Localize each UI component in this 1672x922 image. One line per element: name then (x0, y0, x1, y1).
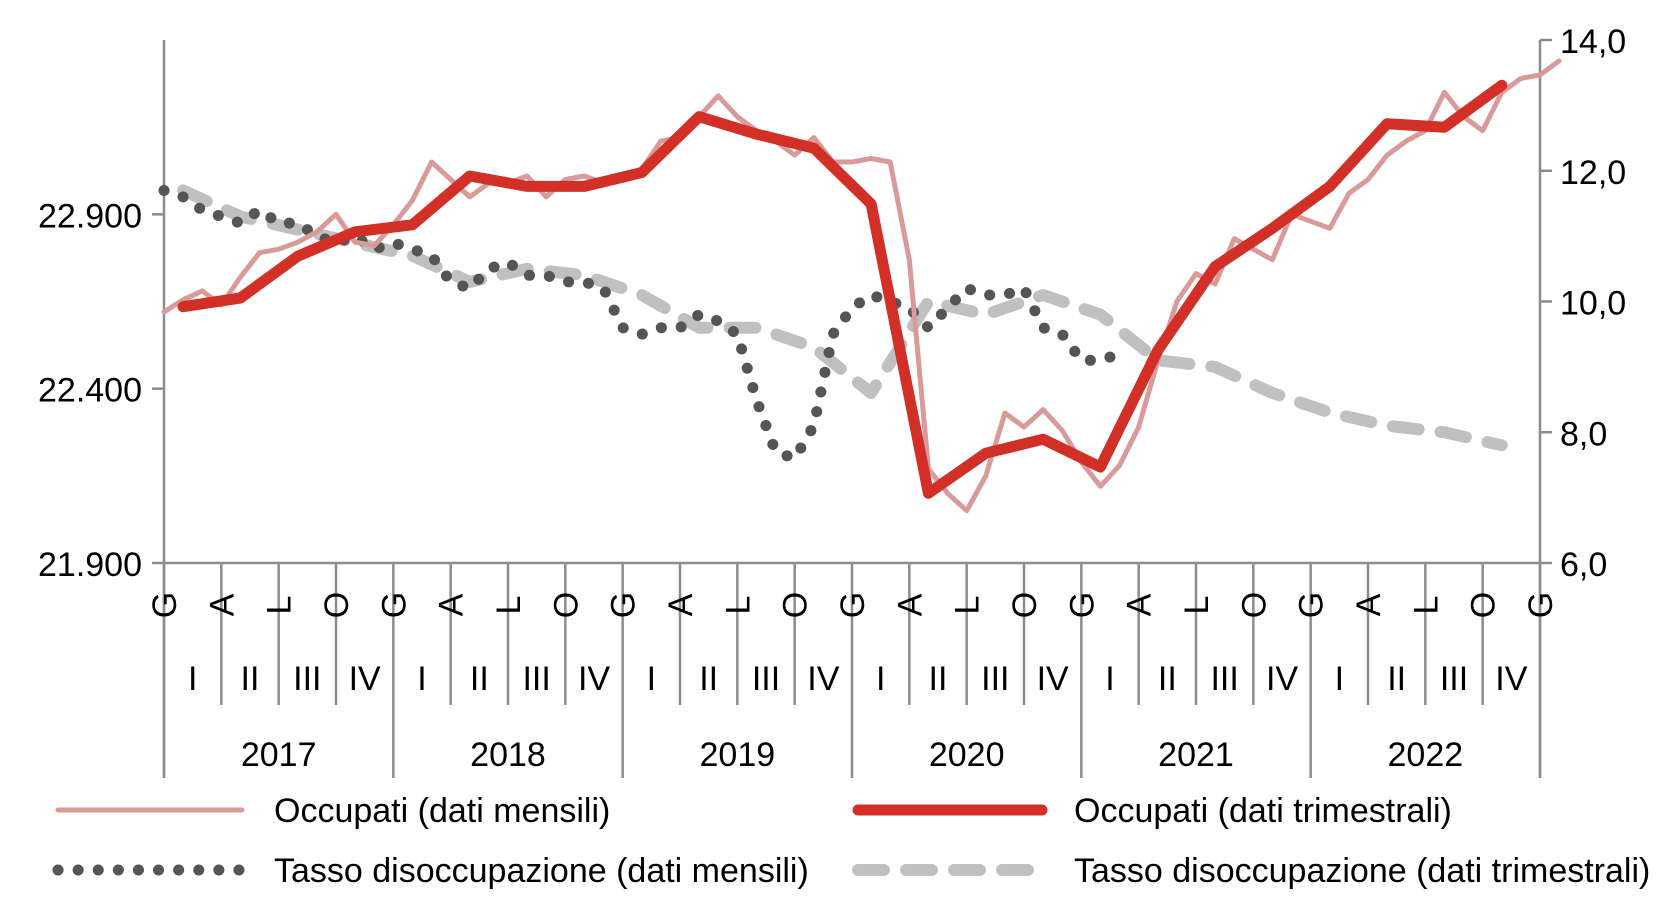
quarter-tick-label: III (981, 660, 1009, 698)
series-line-occupati-dati-trimestrali (177, 79, 1508, 499)
quarter-tick-label: IV (578, 660, 610, 698)
year-tick-label: 2022 (1388, 736, 1464, 774)
quarter-tick-label: III (1210, 660, 1238, 698)
right-tick-label: 12,0 (1560, 154, 1626, 192)
month-tick-label: G (1293, 592, 1331, 618)
right-tick-label: 6,0 (1560, 546, 1607, 584)
series-line-tasso-disoccupazione-dati-mensili (158, 184, 1126, 464)
quarter-tick-label: IV (1266, 660, 1298, 698)
quarter-tick-label: III (293, 660, 321, 698)
month-tick-label: O (547, 592, 585, 618)
quarter-tick-label: III (1440, 660, 1468, 698)
legend-label: Occupati (dati mensili) (274, 792, 610, 830)
month-tick-label: L (1178, 596, 1216, 615)
quarter-tick-label: IV (1495, 660, 1527, 698)
month-tick-label: G (834, 592, 872, 618)
series-line-tasso-disoccupazione-dati-trimestrali (177, 184, 1508, 452)
month-tick-label: O (1235, 592, 1273, 618)
right-tick-label: 10,0 (1560, 285, 1626, 323)
quarter-tick-label: II (1158, 660, 1177, 698)
month-tick-label: A (891, 593, 929, 616)
month-tick-label: A (433, 593, 471, 616)
month-tick-label: G (375, 592, 413, 618)
quarter-tick-label: IV (349, 660, 381, 698)
quarter-tick-label: I (647, 660, 656, 698)
month-tick-label: L (261, 596, 299, 615)
month-tick-label: L (490, 596, 528, 615)
legend-label: Occupati (dati trimestrali) (1074, 792, 1452, 830)
right-tick-label: 14,0 (1560, 23, 1626, 61)
axes-layer (152, 38, 1552, 778)
month-tick-label: O (1006, 592, 1044, 618)
quarter-tick-label: I (1105, 660, 1114, 698)
series-line-occupati-dati-mensili (161, 58, 1562, 514)
quarter-tick-label: IV (1037, 660, 1069, 698)
quarter-tick-label: II (1387, 660, 1406, 698)
quarter-tick-label: I (417, 660, 426, 698)
legend: Occupati (dati mensili) Occupati (dati tr… (52, 792, 1650, 890)
month-tick-label: O (1465, 592, 1503, 618)
month-tick-label: O (777, 592, 815, 618)
legend-label: Tasso disoccupazione (dati mensili) (274, 852, 809, 890)
year-tick-label: 2021 (1158, 736, 1234, 774)
legend-label: Tasso disoccupazione (dati trimestrali) (1074, 852, 1650, 890)
month-tick-label: L (949, 596, 987, 615)
year-tick-label: 2017 (241, 736, 317, 774)
year-tick-label: 2020 (929, 736, 1005, 774)
quarter-tick-label: IV (807, 660, 839, 698)
month-tick-label: A (1121, 593, 1159, 616)
month-tick-label: A (203, 593, 241, 616)
month-tick-label: A (662, 593, 700, 616)
left-tick-label: 22.900 (38, 197, 142, 235)
quarter-tick-label: I (1335, 660, 1344, 698)
month-tick-label: A (1350, 593, 1388, 616)
month-tick-label: O (318, 592, 356, 618)
month-tick-label: G (605, 592, 643, 618)
month-tick-label: L (1407, 596, 1445, 615)
month-tick-label: G (146, 592, 184, 618)
year-tick-label: 2018 (470, 736, 546, 774)
quarter-tick-label: II (241, 660, 260, 698)
left-tick-label: 22.400 (38, 372, 142, 410)
quarter-tick-label: II (929, 660, 948, 698)
month-tick-label: G (1063, 592, 1101, 618)
quarter-tick-label: I (876, 660, 885, 698)
quarter-tick-label: II (470, 660, 489, 698)
month-tick-label: L (719, 596, 757, 615)
quarter-tick-label: III (522, 660, 550, 698)
quarter-tick-label: III (752, 660, 780, 698)
year-tick-label: 2019 (700, 736, 776, 774)
right-tick-label: 8,0 (1560, 415, 1607, 453)
series-layer (158, 58, 1562, 514)
month-tick-label: G (1522, 592, 1560, 618)
quarter-tick-label: I (188, 660, 197, 698)
quarter-tick-label: II (699, 660, 718, 698)
left-tick-label: 21.900 (38, 546, 142, 584)
